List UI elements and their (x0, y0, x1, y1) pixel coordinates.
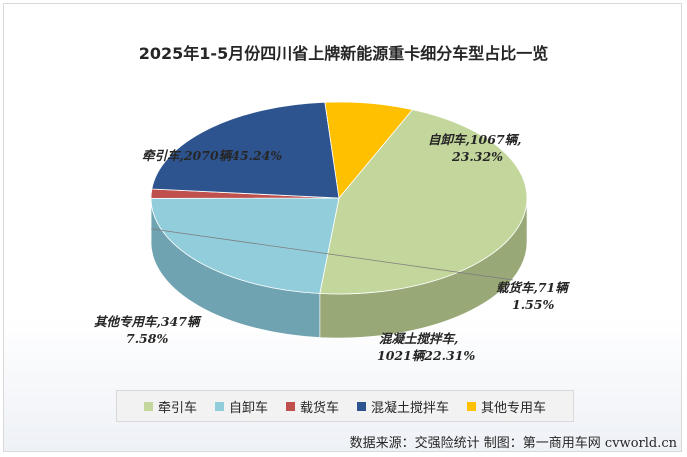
legend-label-tractor: 牵引车 (157, 400, 197, 416)
label-cargo-line2: 1.55% (512, 297, 555, 312)
label-other-line2: 7.58% (126, 331, 169, 346)
label-mixer: 混凝土搅拌车, 1021辆22.31% (377, 330, 476, 364)
pie-slice-dump (150, 197, 340, 294)
legend-item-cargo: 载货车 (285, 397, 339, 416)
label-mixer-line1: 混凝土搅拌车, (379, 331, 459, 346)
leader-line-cargo (151, 228, 514, 281)
pie-slice-tractor (319, 109, 528, 295)
legend-label-dump: 自卸车 (228, 400, 268, 416)
legend-swatch-mixer (357, 401, 366, 411)
label-tractor-line1: 牵引车,2070辆45.24% (142, 148, 283, 163)
legend-swatch-tractor (143, 401, 153, 411)
label-mixer-line2: 1021辆22.31% (377, 348, 476, 363)
chart-title: 2025年1-5月份四川省上牌新能源重卡细分车型占比一览 (138, 44, 549, 63)
label-dump-line1: 自卸车,1067辆, (428, 132, 522, 147)
legend-item-tractor: 牵引车 (143, 397, 197, 416)
legend-swatch-cargo (285, 401, 295, 411)
label-other: 其他专用车,347辆 7.58% (94, 313, 199, 347)
legend-label-cargo: 载货车 (299, 400, 339, 416)
legend-label-mixer: 混凝土搅拌车 (371, 400, 450, 416)
legend-label-other: 其他专用车 (481, 400, 547, 416)
pie-slice-mixer (151, 101, 340, 199)
pie-slice-other (324, 101, 414, 199)
label-tractor: 牵引车,2070辆45.24% (142, 147, 282, 164)
source-note: 数据来源：交强险统计 制图：第一商用车网 cvworld.cn (349, 436, 677, 451)
legend-item-mixer: 混凝土搅拌车 (357, 397, 449, 416)
legend: 牵引车 自卸车 载货车 混凝土搅拌车 其他专用车 (116, 390, 574, 422)
label-dump-line2: 23.32% (452, 149, 504, 164)
label-other-line1: 其他专用车,347辆 (94, 314, 200, 329)
label-cargo: 载货车,71辆 1.55% (496, 279, 568, 313)
label-cargo-line1: 载货车,71辆 (496, 280, 568, 295)
legend-item-dump: 自卸车 (214, 397, 268, 416)
legend-swatch-dump (214, 401, 224, 411)
label-dump: 自卸车,1067辆, 23.32% (428, 131, 522, 165)
legend-item-other: 其他专用车 (467, 397, 546, 416)
legend-swatch-other (467, 401, 477, 411)
